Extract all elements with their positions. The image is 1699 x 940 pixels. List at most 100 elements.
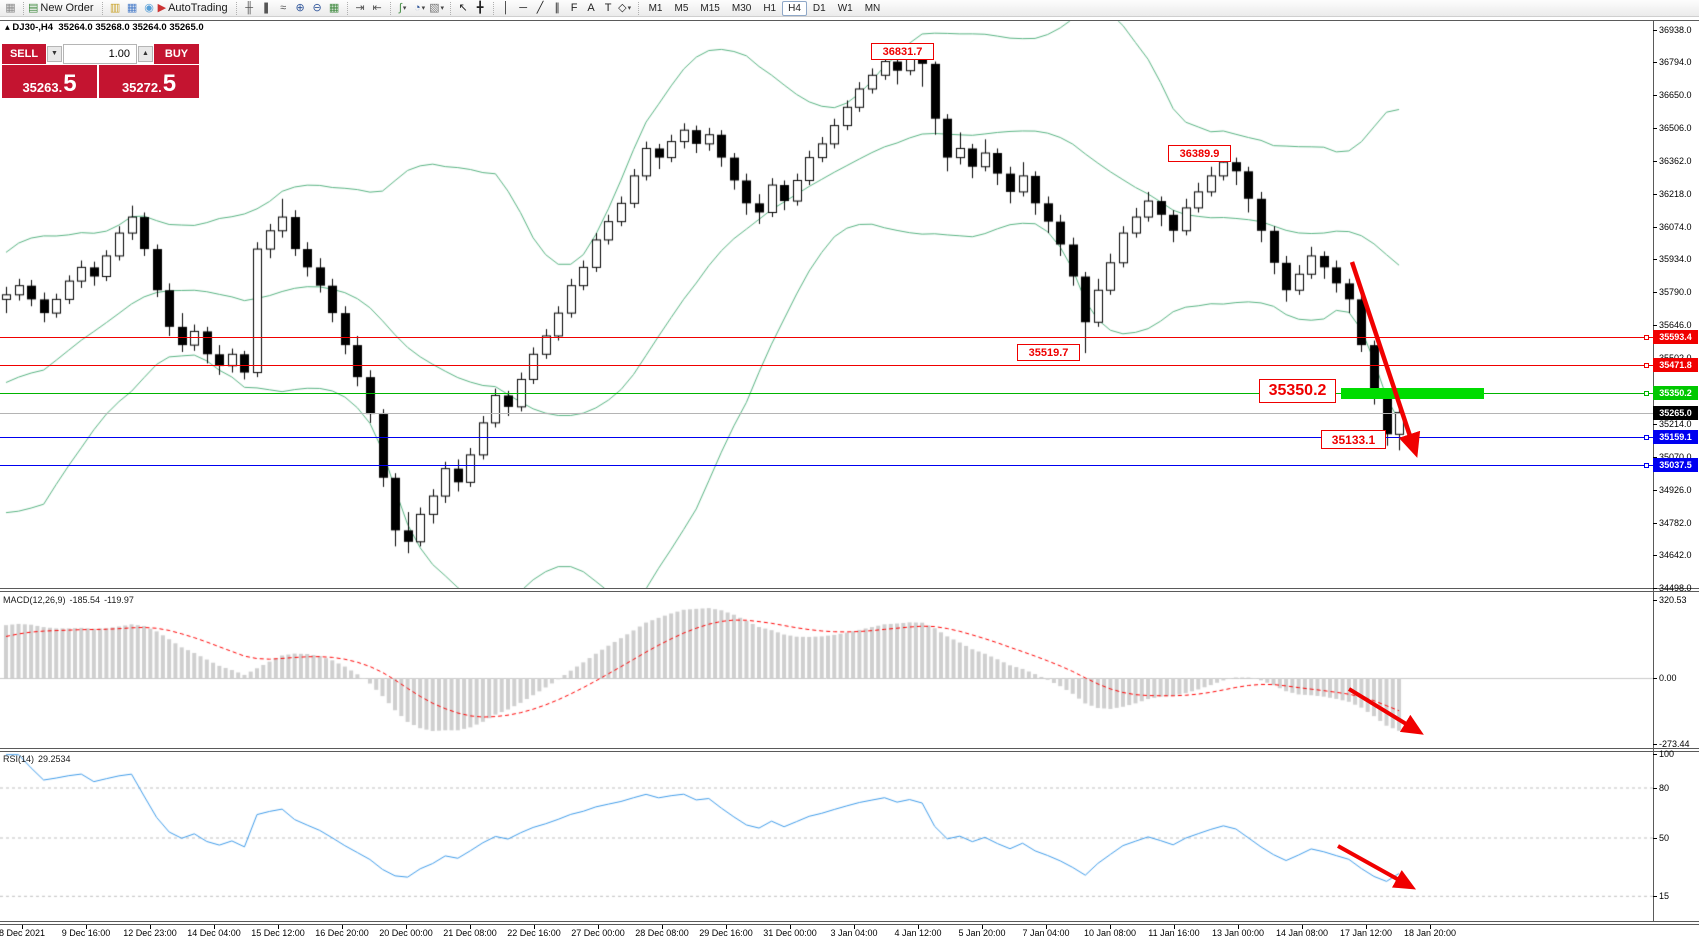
candlestick-chart-icon[interactable]: ❚ [258,1,275,16]
timeframe-button-d1[interactable]: D1 [812,2,826,14]
time-tick-label: 14 Dec 04:00 [187,928,241,938]
chart-window-icon[interactable]: ▦ [2,1,19,16]
price-tick-mark [1653,554,1657,556]
horizontal-line-35471.8[interactable] [0,365,1653,367]
price-tick-label: 34642.0 [1659,549,1692,560]
horizontal-line-35593.4[interactable] [0,337,1653,339]
text-icon-glyph: A [587,1,595,14]
templates-button[interactable]: ▧ ▾ [429,1,446,16]
buy-button[interactable]: BUY [154,44,199,64]
price-tick-label: 34498.0 [1659,582,1692,593]
timeframe-button-m15[interactable]: M15 [700,2,720,14]
timeframe-button-m5[interactable]: M5 [674,2,689,14]
time-tick-label: 3 Jan 04:00 [830,928,878,938]
price-tick-mark [1653,587,1657,589]
toolbar-separator [389,1,391,15]
arrows-shapes-button[interactable]: ◇ ▾ [617,1,634,16]
cursor-icon[interactable]: ↖ [455,1,472,16]
volume-increase-button[interactable]: ▲ [138,46,153,62]
chart-shift-icon[interactable]: ⇥ [352,1,369,16]
equidistant-channel-icon[interactable]: ∥ [549,1,566,16]
horizontal-line-35350.2[interactable] [0,393,1653,395]
time-tick-mark [534,925,535,929]
zoom-in-icon[interactable]: ⊕ [292,1,309,16]
price-annotation-36831.7[interactable]: 36831.7 [871,43,934,60]
symbol-period-label: DJ30-,H4 [12,22,54,33]
sell-button[interactable]: SELL [2,44,46,64]
price-annotation-35350.2[interactable]: 35350.2 [1259,379,1336,403]
price-tick-mark [1653,29,1657,31]
auto-scroll-icon[interactable]: ⇤ [369,1,386,16]
line-handle[interactable] [1644,363,1649,369]
price-level-badge: 35471.8 [1653,358,1698,373]
price-tick-label: 35934.0 [1659,254,1692,265]
vertical-line-icon[interactable]: │ [498,1,515,16]
macd-down-arrow[interactable] [1347,687,1424,735]
line-handle[interactable] [1644,391,1649,397]
autotrading-button[interactable]: ▶ AutoTrading [158,1,232,16]
buy-price[interactable]: 35272. 5 [99,65,199,98]
horizontal-line-35159.1[interactable] [0,436,1653,438]
periods-button[interactable]: ◔ ▾ [412,1,429,16]
price-tick-mark [1653,95,1657,97]
timeframe-button-h1[interactable]: H1 [763,2,777,14]
time-tick-mark [982,925,983,929]
crosshair-icon[interactable]: ╋ [472,1,489,16]
horizontal-line-35037.5[interactable] [0,464,1653,466]
sell-price[interactable]: 35263. 5 [2,65,97,98]
price-tick-mark [1653,489,1657,491]
zoom-out-icon[interactable]: ⊖ [309,1,326,16]
highlight-bar[interactable] [1341,387,1484,399]
data-window-icon[interactable]: ◉ [141,1,158,16]
tile-windows-icon[interactable]: ▦ [326,1,343,16]
new-order-button[interactable]: ▤ New Order [28,1,98,16]
indicators-button[interactable]: ∫ ▾ [395,1,412,16]
pane-border [0,20,1699,21]
dropdown-caret-icon: ▾ [440,4,445,12]
price-tick-label: 35070.0 [1659,452,1692,463]
price-down-arrow[interactable] [1349,261,1421,458]
navigator-icon[interactable]: ▦ [124,1,141,16]
price-tick-label: 36938.0 [1659,24,1692,35]
zoom-in-icon-glyph: ⊕ [295,1,305,14]
timeframe-button-h4[interactable]: H4 [782,0,807,16]
cursor-icon-glyph: ↖ [458,1,468,14]
timeframe-button-m1[interactable]: M1 [648,2,663,14]
time-tick-label: 18 Jan 20:00 [1403,928,1457,938]
price-annotation-35519.7[interactable]: 35519.7 [1017,344,1080,361]
time-tick-label: 4 Jan 12:00 [894,928,942,938]
sell-price-main: 35263. [22,80,63,95]
time-tick-label: 21 Dec 08:00 [443,928,497,938]
pane-border [0,751,1699,752]
price-annotation-36389.9[interactable]: 36389.9 [1168,145,1231,162]
fibonacci-icon[interactable]: F [566,1,583,16]
horizontal-line-icon[interactable]: ─ [515,1,532,16]
timeframe-button-m30[interactable]: M30 [731,2,752,14]
price-tick-mark [1653,456,1657,458]
time-tick-label: 13 Jan 00:00 [1211,928,1265,938]
text-icon[interactable]: A [583,1,600,16]
line-handle[interactable] [1644,335,1649,341]
timeframe-button-mn[interactable]: MN [864,2,881,14]
timeframe-button-w1[interactable]: W1 [837,2,853,14]
one-click-trading-panel: SELL ▼ ▲ BUY 35263. 5 35272. 5 [2,44,199,98]
volume-input[interactable] [63,44,137,64]
rsi-down-arrow[interactable] [1337,844,1417,890]
text-label-icon[interactable]: T [600,1,617,16]
price-tick-mark [1653,324,1657,326]
market-watch-icon[interactable]: ▥ [107,1,124,16]
arrows-shapes-glyph: ◇ [618,1,627,14]
price-annotation-35133.1[interactable]: 35133.1 [1321,430,1386,449]
new-order-glyph: ▤ [28,1,39,14]
bar-chart-icon[interactable]: ╫ [241,1,258,16]
line-chart-icon[interactable]: ≈ [275,1,292,16]
price-tick-label: 35502.0 [1659,353,1692,364]
macd-tick-label: 0.00 [1659,672,1677,683]
crosshair-icon-glyph: ╋ [476,1,484,14]
volume-decrease-button[interactable]: ▼ [47,46,62,62]
line-handle[interactable] [1644,434,1649,440]
trendline-icon[interactable]: ╱ [532,1,549,16]
line-handle[interactable] [1644,462,1649,468]
